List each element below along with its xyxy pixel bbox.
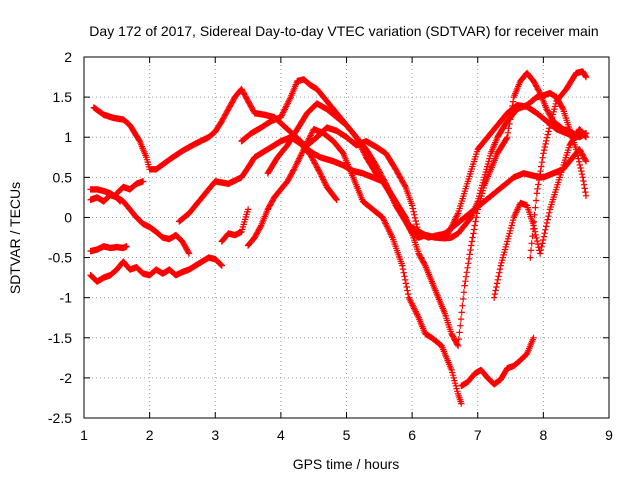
series-markers xyxy=(90,104,219,173)
y-tick-label: 2 xyxy=(64,49,72,65)
series-track-5 xyxy=(87,191,124,205)
x-axis-title: GPS time / hours xyxy=(293,456,400,472)
x-tick-label: 2 xyxy=(146,427,154,443)
series-track-1 xyxy=(90,104,219,173)
y-tick-label: 0 xyxy=(64,209,72,225)
y-tick-label: -1.5 xyxy=(48,330,72,346)
x-tick-label: 4 xyxy=(277,427,285,443)
series-markers xyxy=(87,254,225,285)
x-tick-label: 8 xyxy=(539,427,547,443)
x-tick-label: 6 xyxy=(408,427,416,443)
plot-frame xyxy=(83,56,610,419)
series-track-6 xyxy=(113,178,147,197)
series-track-7 xyxy=(87,243,130,255)
chart-title: Day 172 of 2017, Sidereal Day-to-day VTE… xyxy=(89,23,598,39)
y-tick-label: -2.5 xyxy=(48,410,72,426)
series-markers xyxy=(303,101,590,241)
series-markers xyxy=(113,178,147,197)
y-tick-label: -1 xyxy=(60,290,73,306)
series-track-11 xyxy=(244,126,465,407)
series-markers xyxy=(218,206,252,245)
series-markers xyxy=(527,68,590,261)
series-track-15 xyxy=(303,101,590,241)
y-tick-label: 1.5 xyxy=(53,89,73,105)
x-tick-label: 5 xyxy=(343,427,351,443)
series-markers xyxy=(176,134,340,225)
y-tick-label: 0.5 xyxy=(53,169,73,185)
y-tick-label: -0.5 xyxy=(48,250,72,266)
series-track-17 xyxy=(527,68,590,261)
series-markers xyxy=(244,126,465,407)
x-tick-label: 1 xyxy=(80,427,88,443)
data-points-layer xyxy=(87,68,590,407)
y-tick-label: -2 xyxy=(60,370,73,386)
ticks-layer: 1 2 3 4 5 6 7 8 9 -2.5 -2 -1.5 -1 -0.5 0 0.5 1 1.5 2 xyxy=(48,49,613,443)
series-track-9 xyxy=(176,134,340,225)
series-track-12 xyxy=(458,334,537,390)
y-axis-title: SDTVAR / TECUs xyxy=(7,182,23,294)
series-markers xyxy=(87,243,130,255)
x-tick-label: 7 xyxy=(474,427,482,443)
series-track-10 xyxy=(218,206,252,245)
series-markers xyxy=(458,334,537,390)
series-markers xyxy=(87,191,124,205)
x-tick-label: 3 xyxy=(211,427,219,443)
x-tick-label: 9 xyxy=(605,427,613,443)
y-tick-label: 1 xyxy=(64,129,72,145)
series-track-8 xyxy=(87,254,225,285)
